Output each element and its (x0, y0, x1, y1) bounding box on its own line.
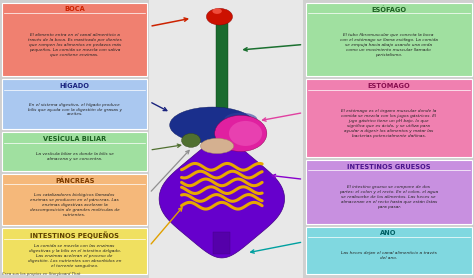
Text: Las heces dejan el canal alimenticio a través
del ano.: Las heces dejan el canal alimenticio a t… (341, 251, 437, 260)
FancyBboxPatch shape (2, 228, 147, 274)
Ellipse shape (229, 121, 262, 146)
Text: ESTÓMAGO: ESTÓMAGO (367, 83, 410, 89)
Text: La vesícula biliar es donde la bilis se
almacena y se concentra.: La vesícula biliar es donde la bilis se … (36, 152, 114, 161)
FancyBboxPatch shape (149, 0, 303, 278)
Ellipse shape (170, 107, 255, 143)
FancyBboxPatch shape (2, 3, 147, 76)
Text: PÁNCREAS: PÁNCREAS (55, 177, 94, 184)
Bar (216, 22, 228, 145)
FancyBboxPatch shape (306, 160, 472, 224)
Text: HÍGADO: HÍGADO (60, 83, 90, 89)
Ellipse shape (215, 115, 267, 152)
Text: El estómago es el órgano muscular donde la
comida se mezcla con los jugos gástri: El estómago es el órgano muscular donde … (341, 109, 437, 138)
Bar (213, 232, 230, 254)
Text: Crea sus los propios en Storyboard That: Crea sus los propios en Storyboard That (2, 272, 81, 276)
FancyBboxPatch shape (306, 3, 472, 76)
FancyBboxPatch shape (2, 79, 147, 129)
Text: El tubo fibromuscular que conecta la boca
con el estómago se llama esófago. La c: El tubo fibromuscular que conecta la boc… (340, 33, 438, 57)
FancyBboxPatch shape (2, 132, 147, 171)
Ellipse shape (201, 138, 234, 153)
Text: La comida se mezcla con las enzimas
digestivas y la bilis en el intestino delgad: La comida se mezcla con las enzimas dige… (28, 244, 121, 268)
FancyBboxPatch shape (306, 227, 472, 274)
Ellipse shape (212, 8, 222, 14)
Text: El alimento entra en el canal alimenticio a
través de la boca. Es masticado por : El alimento entra en el canal alimentici… (28, 33, 121, 57)
Text: Los catalizadores biológicos llamados
enzimas se producen en el páncreas. Las
en: Los catalizadores biológicos llamados en… (30, 193, 119, 217)
Ellipse shape (224, 113, 257, 126)
Text: ANO: ANO (381, 230, 397, 236)
FancyBboxPatch shape (2, 174, 147, 225)
Ellipse shape (207, 8, 232, 25)
Text: VESÍCULA BILIAR: VESÍCULA BILIAR (43, 135, 106, 142)
Ellipse shape (182, 133, 201, 147)
FancyBboxPatch shape (306, 79, 472, 157)
Text: ESÓFAGO: ESÓFAGO (371, 6, 406, 13)
PathPatch shape (159, 140, 284, 258)
Text: INTESTINOS PEQUEÑOS: INTESTINOS PEQUEÑOS (30, 231, 119, 239)
Text: BOCA: BOCA (64, 6, 85, 13)
Text: INTESTINOS GRUESOS: INTESTINOS GRUESOS (347, 163, 430, 170)
Text: En el sistema digestivo, el hígado produce
bilis que ayuda con la digestión de g: En el sistema digestivo, el hígado produ… (27, 103, 122, 116)
Text: El intestino grueso se compone de dos
partes: el colon y el recto. En el colon, : El intestino grueso se compone de dos pa… (339, 185, 438, 209)
